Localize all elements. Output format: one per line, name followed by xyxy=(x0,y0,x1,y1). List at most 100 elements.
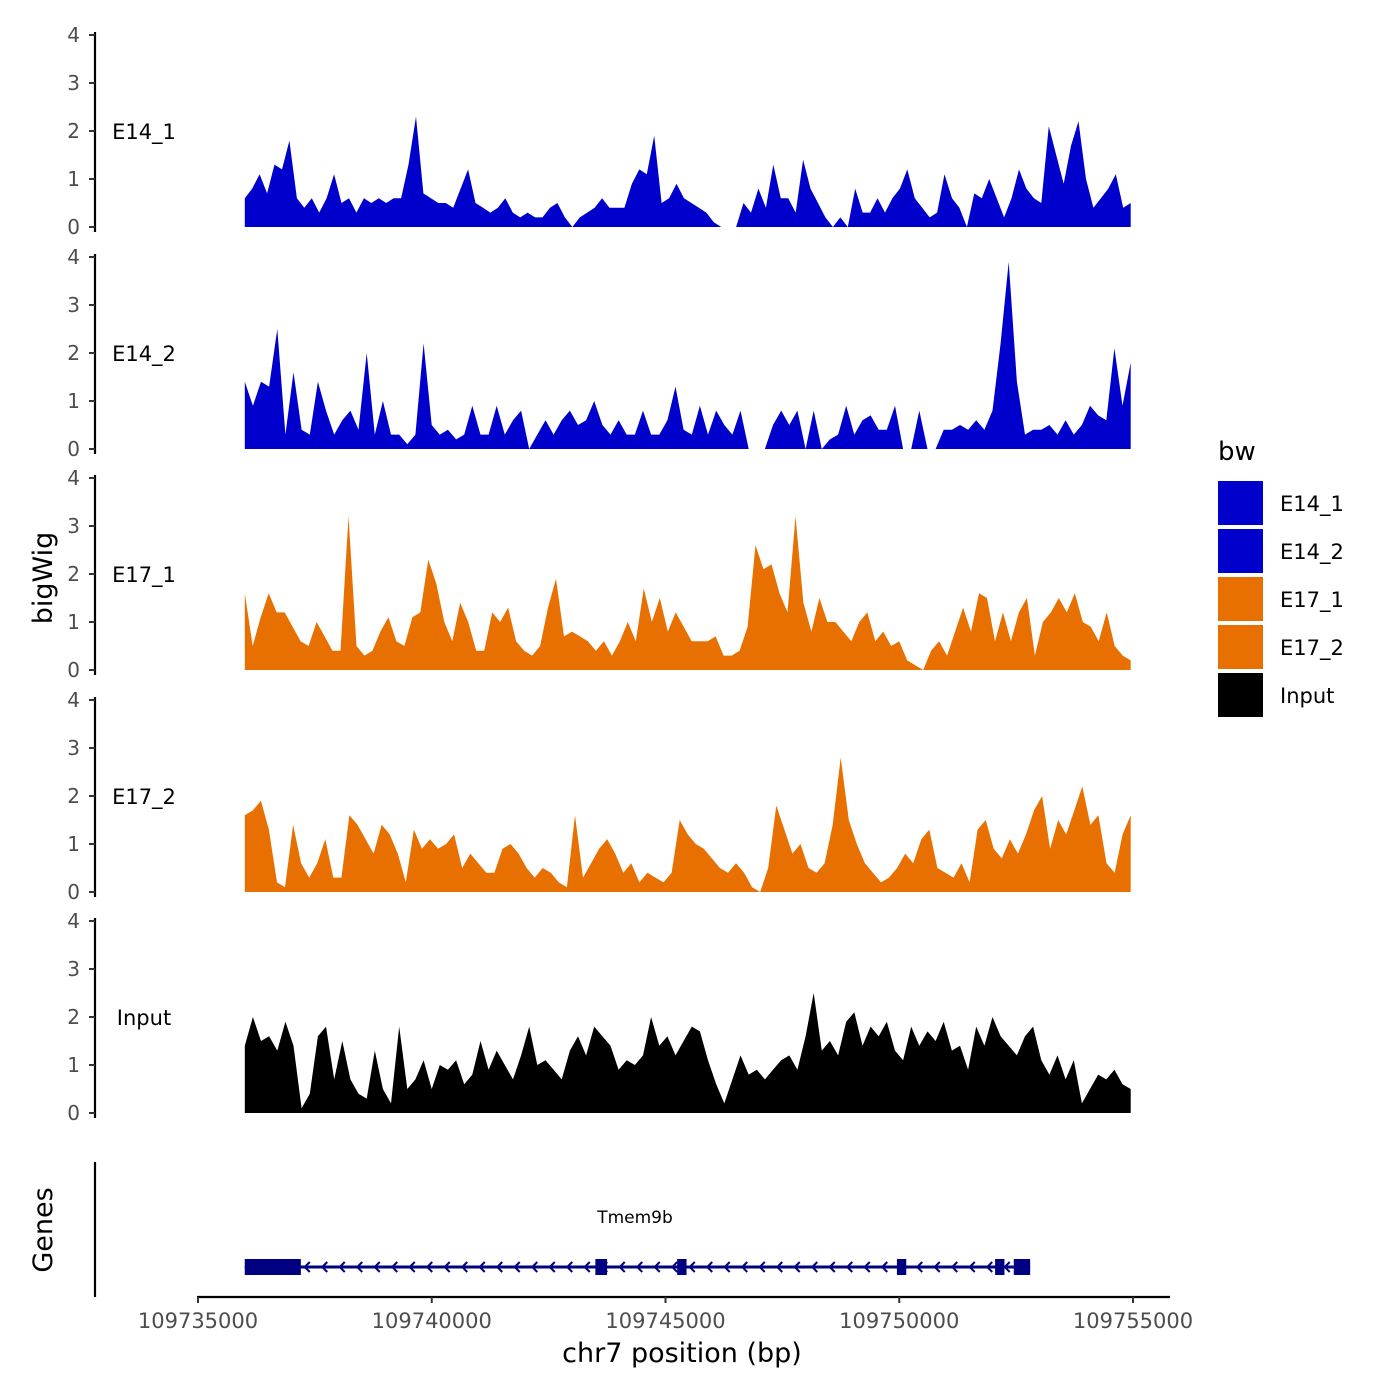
track-label: E14_1 xyxy=(112,120,176,145)
x-tick-label: 109755000 xyxy=(1073,1309,1193,1333)
track-e17-2: 0 1 2 3 4 E17_2 xyxy=(67,688,1131,904)
strand-arrow-icon xyxy=(653,1261,661,1273)
legend-entry: E17_1 xyxy=(1218,577,1344,621)
legend-swatch xyxy=(1218,481,1263,525)
strand-arrow-icon xyxy=(303,1261,311,1273)
strand-arrow-icon xyxy=(915,1261,923,1273)
legend-label: E17_2 xyxy=(1280,636,1344,661)
strand-arrow-icon xyxy=(793,1261,801,1273)
y-tick-label: 2 xyxy=(67,1005,80,1029)
strand-arrow-icon xyxy=(688,1261,696,1273)
y-tick-label: 0 xyxy=(67,880,80,904)
legend-entry: Input xyxy=(1218,673,1334,717)
y-tick-label: 4 xyxy=(67,245,80,269)
signal-area xyxy=(244,516,1131,670)
x-axis-title: chr7 position (bp) xyxy=(562,1338,802,1369)
legend-label: E14_1 xyxy=(1280,492,1344,517)
y-tick-label: 3 xyxy=(67,514,80,538)
legend-swatch xyxy=(1218,529,1263,573)
strand-arrow-icon xyxy=(863,1261,871,1273)
x-tick-label: 109750000 xyxy=(839,1309,959,1333)
strand-arrow-icon xyxy=(845,1261,853,1273)
strand-arrow-icon xyxy=(390,1261,398,1273)
y-tick-label: 1 xyxy=(67,389,80,413)
gene-exon xyxy=(244,1259,301,1275)
legend-swatch xyxy=(1218,625,1263,669)
y-tick-label: 4 xyxy=(67,466,80,490)
strand-arrow-icon xyxy=(425,1261,433,1273)
gene-exon xyxy=(1013,1259,1031,1275)
y-tick-label: 3 xyxy=(67,71,80,95)
strand-arrow-icon xyxy=(320,1261,328,1273)
strand-arrow-icon xyxy=(775,1261,783,1273)
strand-arrow-icon xyxy=(355,1261,363,1273)
strand-arrow-icon xyxy=(705,1261,713,1273)
y-tick-label: 2 xyxy=(67,562,80,586)
y-tick-label: 2 xyxy=(67,784,80,808)
legend-title: bw xyxy=(1218,437,1256,467)
legend: bw E14_1 E14_2 E17_1 E17_2 Input xyxy=(1218,437,1344,717)
signal-area xyxy=(244,757,1131,892)
track-label: E17_1 xyxy=(112,563,176,588)
strand-arrow-icon xyxy=(933,1261,941,1273)
y-tick-label: 1 xyxy=(67,832,80,856)
signal-area xyxy=(244,116,1131,227)
strand-arrow-icon xyxy=(758,1261,766,1273)
y-tick-label: 1 xyxy=(67,1053,80,1077)
legend-swatch xyxy=(1218,577,1263,621)
signal-area xyxy=(244,261,1131,449)
y-tick-label: 0 xyxy=(67,215,80,239)
y-tick-label: 2 xyxy=(67,341,80,365)
strand-arrow-icon xyxy=(950,1261,958,1273)
y-tick-label: 3 xyxy=(67,736,80,760)
y-tick-label: 2 xyxy=(67,119,80,143)
legend-label: Input xyxy=(1280,684,1334,708)
legend-swatch xyxy=(1218,673,1263,717)
legend-label: E17_1 xyxy=(1280,588,1344,613)
x-tick-label: 109735000 xyxy=(138,1309,258,1333)
gene-exon xyxy=(896,1259,907,1275)
strand-arrow-icon xyxy=(635,1261,643,1273)
strand-arrow-icon xyxy=(618,1261,626,1273)
y-tick-label: 4 xyxy=(67,23,80,47)
track-input: 0 1 2 3 4 Input xyxy=(67,909,1131,1125)
y-tick-label: 1 xyxy=(67,610,80,634)
gene-exon xyxy=(995,1259,1005,1275)
strand-arrow-icon xyxy=(408,1261,416,1273)
track-label: Input xyxy=(117,1006,171,1030)
genes-panel: Genes Tmem9b 109735000 109740000 109745000… xyxy=(28,1162,1193,1369)
strand-arrow-icon xyxy=(1003,1261,1011,1273)
track-label: E17_2 xyxy=(112,785,176,810)
track-e14-1: 0 1 2 3 4 E14_1 xyxy=(67,23,1131,239)
x-tick-label: 109745000 xyxy=(605,1309,725,1333)
bigwig-tracks: 0 1 2 3 4 E14_1 0 1 2 3 4 E14_2 0 1 2 3 4 E17_1 0 1 2 3 4 E17_2… xyxy=(67,23,1131,1125)
track-e17-1: 0 1 2 3 4 E17_1 xyxy=(67,466,1131,682)
track-e14-2: 0 1 2 3 4 E14_2 xyxy=(67,245,1131,461)
y-tick-label: 4 xyxy=(67,688,80,712)
strand-arrow-icon xyxy=(968,1261,976,1273)
y-tick-label: 4 xyxy=(67,909,80,933)
y-tick-label: 0 xyxy=(67,437,80,461)
genes-axis-title: Genes xyxy=(28,1187,59,1272)
strand-arrow-icon xyxy=(478,1261,486,1273)
strand-arrow-icon xyxy=(723,1261,731,1273)
strand-arrow-icon xyxy=(460,1261,468,1273)
strand-arrow-icon xyxy=(880,1261,888,1273)
y-tick-label: 0 xyxy=(67,658,80,682)
strand-arrow-icon xyxy=(565,1261,573,1273)
strand-arrow-icon xyxy=(740,1261,748,1273)
strand-arrow-icon xyxy=(828,1261,836,1273)
y-tick-label: 1 xyxy=(67,167,80,191)
track-label: E14_2 xyxy=(112,342,176,367)
gene-model-tmem9b xyxy=(244,1259,1031,1275)
strand-arrow-icon xyxy=(670,1261,678,1273)
y-tick-label: 3 xyxy=(67,957,80,981)
strand-arrow-icon xyxy=(985,1261,993,1273)
strand-arrow-icon xyxy=(338,1261,346,1273)
legend-entry: E17_2 xyxy=(1218,625,1344,669)
x-axis-ticks: 109735000 109740000 109745000 109750000 1097… xyxy=(138,1297,1193,1333)
gene-exon xyxy=(677,1259,687,1275)
signal-area xyxy=(244,993,1131,1113)
gene-exon xyxy=(595,1259,608,1275)
